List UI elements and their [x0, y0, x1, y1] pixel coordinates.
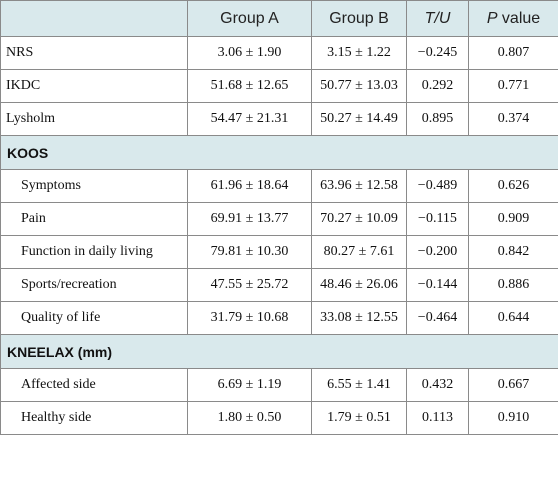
table-row: Affected side 6.69 ± 1.19 6.55 ± 1.41 0.…: [0, 368, 558, 402]
group-b-value: 70.27 ± 10.09: [311, 202, 407, 236]
row-label: Lysholm: [0, 102, 188, 136]
group-b-value: 50.77 ± 13.03: [311, 69, 407, 103]
header-t-u-label: T/U: [424, 9, 451, 27]
p-value: 0.644: [468, 301, 558, 335]
group-b-value: 1.79 ± 0.51: [311, 401, 407, 435]
table-row: Symptoms 61.96 ± 18.64 63.96 ± 12.58 −0.…: [0, 169, 558, 203]
t-u-value: −0.115: [406, 202, 469, 236]
p-value: 0.886: [468, 268, 558, 302]
table-row: Healthy side 1.80 ± 0.50 1.79 ± 0.51 0.1…: [0, 401, 558, 435]
row-label: Function in daily living: [0, 235, 188, 269]
row-label: Affected side: [0, 368, 188, 402]
t-u-value: 0.113: [406, 401, 469, 435]
group-a-value: 1.80 ± 0.50: [187, 401, 312, 435]
p-value: 0.807: [468, 36, 558, 70]
group-a-value: 3.06 ± 1.90: [187, 36, 312, 70]
group-b-value: 48.46 ± 26.06: [311, 268, 407, 302]
group-b-value: 33.08 ± 12.55: [311, 301, 407, 335]
header-p-value: P value: [468, 0, 558, 37]
header-blank: [0, 0, 188, 37]
table-row: IKDC 51.68 ± 12.65 50.77 ± 13.03 0.292 0…: [0, 69, 558, 103]
header-p-letter: P: [486, 9, 498, 27]
p-value: 0.626: [468, 169, 558, 203]
header-p-suffix: value: [497, 9, 541, 27]
table-row: Pain 69.91 ± 13.77 70.27 ± 10.09 −0.115 …: [0, 202, 558, 236]
header-row: Group A Group B T/U P value: [0, 0, 558, 37]
group-a-value: 69.91 ± 13.77: [187, 202, 312, 236]
p-value: 0.667: [468, 368, 558, 402]
t-u-value: 0.292: [406, 69, 469, 103]
table-row: Sports/recreation 47.55 ± 25.72 48.46 ± …: [0, 268, 558, 302]
group-a-value: 6.69 ± 1.19: [187, 368, 312, 402]
header-group-b: Group B: [311, 0, 407, 37]
section-title-koos: KOOS: [0, 135, 558, 170]
section-title-kneelax: KNEELAX (mm): [0, 334, 558, 369]
p-value: 0.910: [468, 401, 558, 435]
t-u-value: 0.432: [406, 368, 469, 402]
group-a-value: 79.81 ± 10.30: [187, 235, 312, 269]
header-t-u: T/U: [406, 0, 469, 37]
group-a-value: 61.96 ± 18.64: [187, 169, 312, 203]
p-value: 0.374: [468, 102, 558, 136]
group-a-value: 51.68 ± 12.65: [187, 69, 312, 103]
row-label: NRS: [0, 36, 188, 70]
row-label: Sports/recreation: [0, 268, 188, 302]
header-group-a: Group A: [187, 0, 312, 37]
group-a-value: 54.47 ± 21.31: [187, 102, 312, 136]
group-a-value: 31.79 ± 10.68: [187, 301, 312, 335]
table-row: Lysholm 54.47 ± 21.31 50.27 ± 14.49 0.89…: [0, 102, 558, 136]
group-b-value: 63.96 ± 12.58: [311, 169, 407, 203]
group-b-value: 6.55 ± 1.41: [311, 368, 407, 402]
t-u-value: −0.144: [406, 268, 469, 302]
t-u-value: −0.245: [406, 36, 469, 70]
p-value: 0.771: [468, 69, 558, 103]
results-table: Group A Group B T/U P value NRS 3.06 ± 1…: [0, 0, 558, 435]
row-label: Symptoms: [0, 169, 188, 203]
table-row: Function in daily living 79.81 ± 10.30 8…: [0, 235, 558, 269]
t-u-value: −0.464: [406, 301, 469, 335]
table-row: NRS 3.06 ± 1.90 3.15 ± 1.22 −0.245 0.807: [0, 36, 558, 70]
p-value: 0.909: [468, 202, 558, 236]
section-row-koos: KOOS: [0, 135, 558, 170]
p-value: 0.842: [468, 235, 558, 269]
group-b-value: 3.15 ± 1.22: [311, 36, 407, 70]
table-row: Quality of life 31.79 ± 10.68 33.08 ± 12…: [0, 301, 558, 335]
group-a-value: 47.55 ± 25.72: [187, 268, 312, 302]
row-label: Healthy side: [0, 401, 188, 435]
t-u-value: −0.489: [406, 169, 469, 203]
t-u-value: −0.200: [406, 235, 469, 269]
group-b-value: 80.27 ± 7.61: [311, 235, 407, 269]
group-b-value: 50.27 ± 14.49: [311, 102, 407, 136]
row-label: Quality of life: [0, 301, 188, 335]
section-row-kneelax: KNEELAX (mm): [0, 334, 558, 369]
t-u-value: 0.895: [406, 102, 469, 136]
row-label: IKDC: [0, 69, 188, 103]
row-label: Pain: [0, 202, 188, 236]
